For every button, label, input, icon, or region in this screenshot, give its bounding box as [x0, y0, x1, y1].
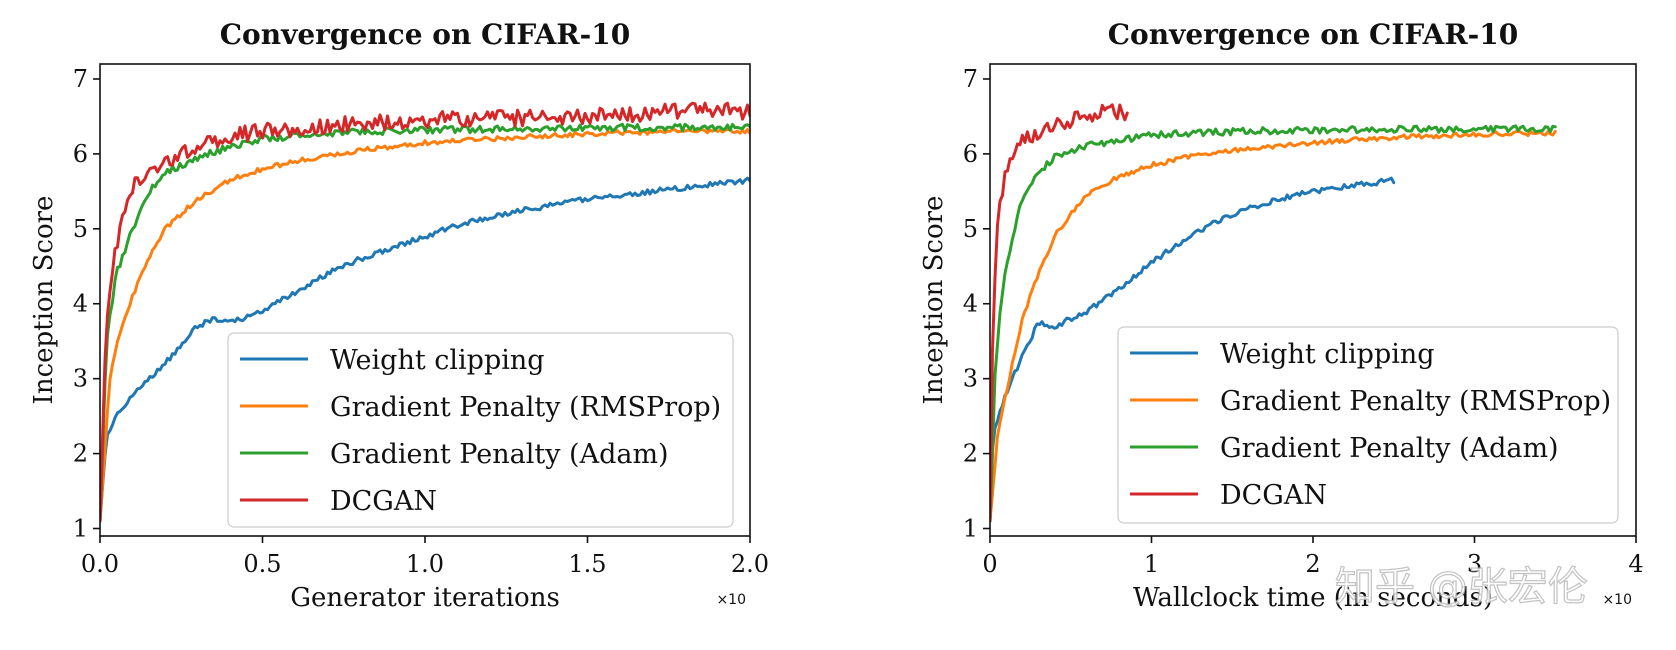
- y-tick-label-2: 3: [73, 365, 88, 393]
- x-tick-label-0: 0: [982, 550, 997, 578]
- x-tick-label-2: 2: [1305, 550, 1320, 578]
- series-line-4: [100, 101, 750, 523]
- legend-label-3: Gradient Penalty (Adam): [1220, 433, 1559, 464]
- x-tick-label-4: 2.0: [731, 550, 769, 578]
- x-tick-label-4: 4: [1628, 550, 1643, 578]
- legend-label-4: DCGAN: [330, 486, 437, 517]
- series-line-1: [990, 176, 1396, 523]
- y-tick-label-4: 5: [963, 215, 978, 243]
- series-line-3: [990, 124, 1557, 523]
- y-axis-label: Inception Score: [919, 196, 949, 405]
- legend-label-2: Gradient Penalty (RMSProp): [330, 392, 721, 423]
- y-tick-label-3: 4: [73, 290, 88, 318]
- legend-label-1: Weight clipping: [330, 345, 545, 376]
- chart-title: Convergence on CIFAR-10: [220, 18, 631, 51]
- y-tick-label-4: 5: [73, 215, 88, 243]
- x-tick-label-1: 0.5: [243, 550, 281, 578]
- series-line-1: [100, 176, 750, 523]
- y-tick-label-3: 4: [963, 290, 978, 318]
- x-axis-label: Wallclock time (in seconds): [1133, 583, 1493, 613]
- series-line-2: [990, 129, 1557, 523]
- x-tick-label-3: 1.5: [568, 550, 606, 578]
- y-tick-label-0: 1: [73, 515, 88, 543]
- y-tick-label-0: 1: [963, 515, 978, 543]
- legend-box: [1117, 326, 1619, 524]
- chart-title: Convergence on CIFAR-10: [1108, 18, 1519, 51]
- chart-generator-iterations: 0.0 0.5 1.0 1.5 2.0 1 2 3 4 5 6 7 Convergence on CIF…: [29, 18, 769, 613]
- y-tick-label-1: 2: [73, 440, 88, 468]
- legend-box: [227, 332, 734, 528]
- y-axis-label: Inception Score: [29, 196, 59, 405]
- x-tick-label-1: 1: [1144, 550, 1159, 578]
- series-group: [990, 103, 1557, 523]
- series-group: [100, 101, 750, 523]
- series-line-3: [100, 122, 750, 523]
- legend: Weight clipping Gradient Penalty (RMSProp…: [227, 332, 734, 528]
- watermark-text: 知乎 @张宏伦: [1335, 564, 1588, 610]
- x-multiplier-label: ×10: [716, 592, 746, 608]
- y-tick-label-1: 2: [963, 440, 978, 468]
- y-tick-label-5: 6: [73, 140, 88, 168]
- series-line-4: [990, 103, 1129, 523]
- legend-label-4: DCGAN: [1220, 480, 1327, 511]
- legend-label-2: Gradient Penalty (RMSProp): [1220, 386, 1611, 417]
- legend-label-3: Gradient Penalty (Adam): [330, 439, 669, 470]
- y-tick-label-6: 7: [73, 65, 88, 93]
- x-multiplier-label: ×10: [1602, 592, 1632, 608]
- y-tick-label-2: 3: [963, 365, 978, 393]
- y-tick-label-5: 6: [963, 140, 978, 168]
- x-tick-label-3: 3: [1467, 550, 1482, 578]
- legend-label-1: Weight clipping: [1220, 339, 1435, 370]
- x-tick-label-0: 0.0: [81, 550, 119, 578]
- x-axis-label: Generator iterations: [290, 583, 560, 613]
- x-tick-label-2: 1.0: [406, 550, 444, 578]
- legend: Weight clipping Gradient Penalty (RMSProp…: [1117, 326, 1619, 524]
- y-tick-label-6: 7: [963, 65, 978, 93]
